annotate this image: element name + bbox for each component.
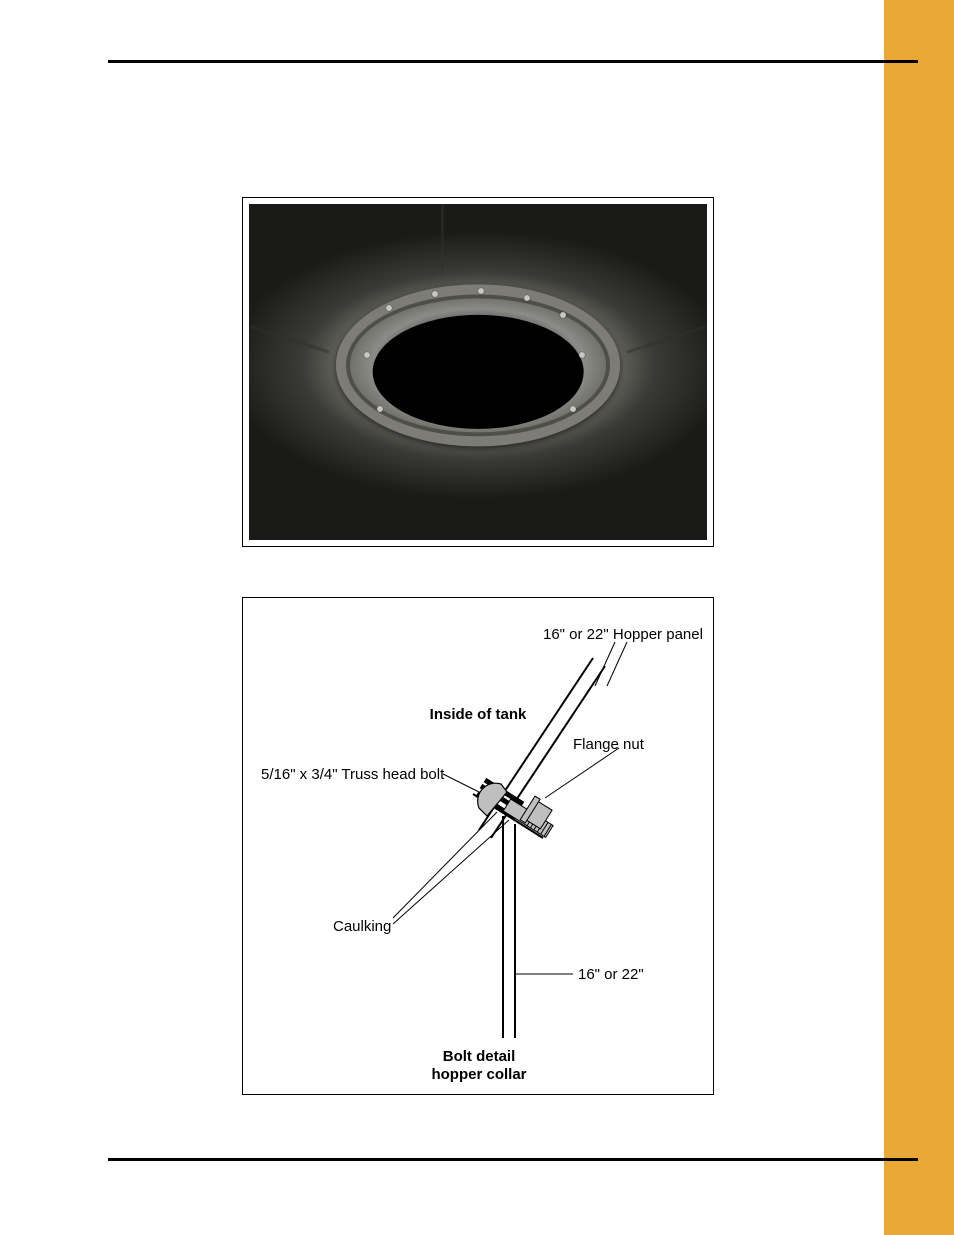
header-row — [108, 32, 918, 56]
label-truss-bolt: 5/16" x 3/4" Truss head bolt — [261, 766, 444, 783]
figure-2-diagram: 16" or 22" Hopper panel Inside of tank F… — [243, 598, 713, 1094]
photo-bolt — [560, 312, 566, 318]
diagram-title-line1: Bolt detail — [443, 1048, 516, 1065]
figure-1-photo — [249, 204, 707, 540]
diagram-title-line2: hopper collar — [431, 1066, 526, 1083]
photo-bolt — [364, 352, 370, 358]
photo-bolt — [524, 295, 530, 301]
figure-1-frame — [242, 197, 714, 547]
top-rule — [108, 60, 918, 63]
figure-2-frame: 16" or 22" Hopper panel Inside of tank F… — [242, 597, 714, 1095]
photo-collar-hole — [373, 315, 584, 429]
side-accent-bar — [884, 0, 954, 1235]
label-flange-nut: Flange nut — [573, 736, 644, 753]
label-hopper-panel: 16" or 22" Hopper panel — [543, 626, 703, 643]
label-caulking: Caulking — [333, 918, 391, 935]
page: 16" or 22" Hopper panel Inside of tank F… — [0, 0, 954, 1235]
diagram-svg — [243, 598, 715, 1096]
photo-bolt — [570, 406, 576, 412]
photo-seam — [441, 204, 444, 271]
label-collar-dim: 16" or 22" — [578, 966, 644, 983]
photo-seam — [626, 326, 705, 354]
photo-bolt — [377, 406, 383, 412]
bottom-rule — [108, 1158, 918, 1161]
photo-bolt — [478, 288, 484, 294]
photo-seam — [251, 326, 330, 354]
label-inside-tank: Inside of tank — [430, 706, 527, 723]
photo-bolt — [579, 352, 585, 358]
